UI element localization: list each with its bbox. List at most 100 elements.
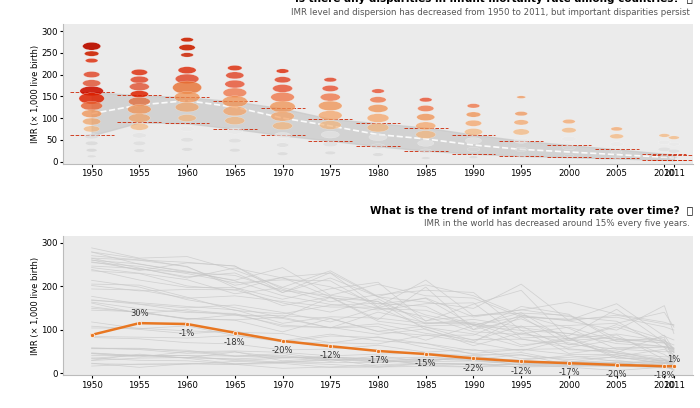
Ellipse shape — [175, 74, 199, 84]
Ellipse shape — [367, 123, 389, 132]
Ellipse shape — [658, 147, 671, 151]
Ellipse shape — [323, 142, 337, 147]
Ellipse shape — [670, 156, 678, 158]
Ellipse shape — [179, 44, 195, 51]
Ellipse shape — [658, 140, 671, 144]
Ellipse shape — [368, 104, 388, 112]
Ellipse shape — [134, 17, 145, 20]
Ellipse shape — [129, 97, 150, 106]
Ellipse shape — [130, 91, 148, 98]
Ellipse shape — [130, 76, 148, 83]
Ellipse shape — [230, 149, 240, 152]
Ellipse shape — [85, 51, 99, 56]
Ellipse shape — [175, 102, 199, 112]
Ellipse shape — [227, 128, 243, 134]
Ellipse shape — [612, 157, 621, 159]
Ellipse shape — [85, 141, 98, 145]
Ellipse shape — [610, 142, 624, 146]
Ellipse shape — [514, 147, 528, 151]
Ellipse shape — [418, 140, 434, 146]
Ellipse shape — [416, 122, 435, 130]
Text: -20%: -20% — [272, 346, 293, 355]
Ellipse shape — [514, 111, 528, 116]
Ellipse shape — [173, 81, 202, 94]
Ellipse shape — [419, 98, 432, 102]
Ellipse shape — [370, 97, 386, 103]
Ellipse shape — [83, 42, 101, 50]
Text: -22%: -22% — [463, 364, 484, 373]
Text: IMR in the world has decreased around 15% every five years.: IMR in the world has decreased around 15… — [424, 220, 690, 228]
Ellipse shape — [467, 147, 480, 151]
Ellipse shape — [83, 80, 101, 87]
Text: -20%: -20% — [606, 370, 627, 379]
Text: -12%: -12% — [510, 367, 532, 376]
Ellipse shape — [276, 143, 289, 147]
Ellipse shape — [419, 149, 432, 153]
Ellipse shape — [225, 80, 245, 88]
Ellipse shape — [324, 78, 337, 82]
Ellipse shape — [416, 114, 435, 121]
Ellipse shape — [372, 153, 384, 156]
Ellipse shape — [134, 149, 145, 153]
Ellipse shape — [610, 134, 624, 139]
Ellipse shape — [659, 134, 670, 137]
Ellipse shape — [467, 104, 480, 108]
Ellipse shape — [276, 69, 289, 73]
Text: -17%: -17% — [558, 368, 580, 377]
Ellipse shape — [181, 148, 193, 151]
Ellipse shape — [318, 101, 342, 111]
Ellipse shape — [225, 72, 244, 79]
Ellipse shape — [660, 155, 669, 157]
Ellipse shape — [271, 92, 294, 102]
Ellipse shape — [372, 89, 384, 93]
Ellipse shape — [466, 120, 482, 126]
Text: Is there any disparities in infant mortality rate among countries?  ⓘ: Is there any disparities in infant morta… — [295, 0, 693, 4]
Ellipse shape — [223, 88, 246, 98]
Ellipse shape — [272, 122, 293, 130]
Ellipse shape — [80, 102, 102, 110]
Ellipse shape — [517, 96, 526, 98]
Ellipse shape — [80, 86, 104, 96]
Ellipse shape — [180, 126, 195, 131]
Ellipse shape — [174, 91, 200, 103]
Ellipse shape — [421, 157, 430, 160]
Text: -15%: -15% — [415, 359, 437, 368]
Ellipse shape — [371, 144, 385, 149]
Ellipse shape — [133, 141, 146, 145]
Text: -18%: -18% — [654, 371, 676, 380]
Ellipse shape — [469, 156, 478, 158]
Y-axis label: IMR (× 1,000 live birth): IMR (× 1,000 live birth) — [31, 257, 40, 355]
Ellipse shape — [369, 134, 387, 141]
Ellipse shape — [181, 53, 193, 57]
Ellipse shape — [416, 131, 435, 138]
Ellipse shape — [82, 110, 102, 118]
Ellipse shape — [83, 71, 100, 78]
Ellipse shape — [668, 149, 680, 153]
Ellipse shape — [270, 101, 295, 112]
Text: -1%: -1% — [179, 329, 195, 338]
Ellipse shape — [83, 118, 101, 125]
Ellipse shape — [274, 132, 290, 138]
Ellipse shape — [130, 123, 148, 130]
Ellipse shape — [277, 152, 288, 155]
Ellipse shape — [563, 119, 575, 124]
Ellipse shape — [223, 106, 246, 116]
Ellipse shape — [87, 155, 96, 157]
Ellipse shape — [668, 136, 679, 140]
Ellipse shape — [225, 117, 245, 124]
Ellipse shape — [514, 120, 528, 125]
Text: IMR level and dispersion has decreased from 1950 to 2011, but important disparit: IMR level and dispersion has decreased f… — [291, 8, 690, 17]
Ellipse shape — [85, 134, 99, 139]
Ellipse shape — [611, 150, 622, 154]
Ellipse shape — [222, 96, 248, 107]
Ellipse shape — [228, 138, 242, 143]
Ellipse shape — [561, 136, 576, 142]
Text: What is the trend of infant mortality rate over time?  ⓘ: What is the trend of infant mortality ra… — [370, 206, 693, 216]
Ellipse shape — [466, 112, 481, 117]
Ellipse shape — [321, 93, 340, 101]
Ellipse shape — [367, 114, 389, 122]
Ellipse shape — [86, 149, 97, 152]
Ellipse shape — [322, 85, 338, 91]
Text: 30%: 30% — [130, 309, 148, 318]
Ellipse shape — [127, 104, 151, 114]
